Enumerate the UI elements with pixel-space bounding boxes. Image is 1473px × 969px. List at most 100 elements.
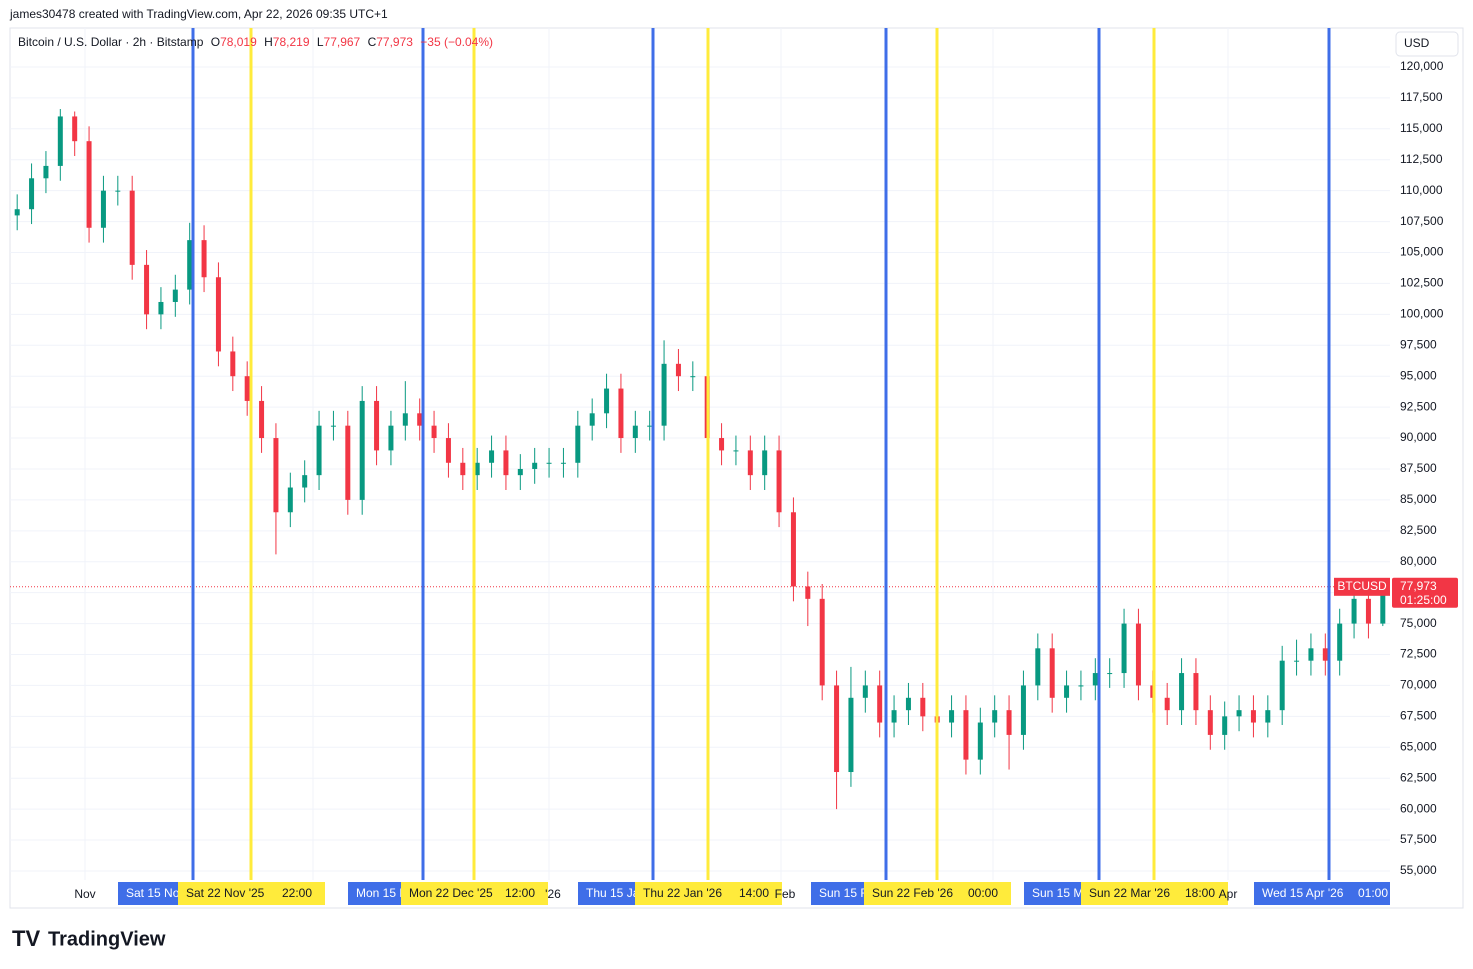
candle-body (230, 351, 236, 377)
y-tick-label: 107,500 (1400, 214, 1444, 228)
candle-body (1092, 673, 1098, 686)
y-tick-label: 117,500 (1400, 90, 1443, 104)
author-line: james30478 created with TradingView.com,… (9, 7, 388, 21)
candle-body (431, 425, 437, 439)
candle-body (86, 141, 92, 228)
candle-body (532, 462, 538, 469)
y-tick-label: 92,500 (1400, 399, 1437, 413)
y-tick-label: 82,500 (1400, 523, 1437, 537)
candle-body (632, 425, 638, 439)
legend-value: 78,019 (220, 35, 257, 49)
candle-body (790, 512, 796, 587)
candle-body (359, 400, 365, 500)
y-tick-label: 120,000 (1400, 59, 1444, 73)
candle-body (503, 450, 509, 476)
candle-body (115, 190, 121, 192)
candle-body (1107, 673, 1113, 675)
candle-body (330, 425, 336, 427)
brand-logo[interactable]: TV TradingView (12, 926, 166, 951)
candle-body (1365, 598, 1371, 624)
y-tick-label: 62,500 (1400, 770, 1437, 784)
y-tick-label: 112,500 (1400, 152, 1443, 166)
candle-body (172, 289, 178, 302)
candle-body (1179, 673, 1185, 711)
candle-body (949, 710, 955, 723)
candle-body (445, 438, 451, 463)
marker-label: Mon 22 Dec '25 (409, 886, 493, 900)
candle-body (1380, 586, 1386, 624)
candle-body (244, 376, 250, 401)
candle-body (72, 116, 78, 142)
candle-body (1337, 623, 1343, 661)
brand-name: TradingView (48, 928, 166, 950)
marker-label-box (178, 882, 325, 905)
candle-body (560, 462, 566, 464)
candle-body (819, 598, 825, 686)
candle-body (963, 710, 969, 760)
y-tick-label: 110,000 (1400, 183, 1443, 197)
candle-body (647, 425, 653, 427)
marker-time: 14:00 (739, 886, 769, 900)
candle-body (129, 190, 135, 265)
candle-body (1064, 685, 1070, 698)
candle-body (546, 462, 552, 464)
y-tick-label: 95,000 (1400, 368, 1437, 382)
candle-body (661, 363, 667, 426)
currency-button[interactable] (1395, 31, 1459, 57)
candle-body (1035, 648, 1041, 686)
symbol-label: BTCUSD (1337, 579, 1387, 593)
candle-body (1308, 648, 1314, 661)
candle-body (675, 363, 681, 377)
candle-body (316, 425, 322, 476)
candle-body (43, 165, 49, 179)
candle-body (287, 487, 293, 513)
y-tick-label: 72,500 (1400, 647, 1437, 661)
marker-time: 22:00 (282, 886, 312, 900)
x-tick-label: Apr (1219, 887, 1238, 901)
candle-body (834, 685, 840, 773)
candle-body (805, 586, 811, 599)
candle-body (618, 388, 624, 439)
marker-time: 01:00 (1358, 886, 1388, 900)
legend-key: C (368, 35, 377, 49)
candle-body (877, 685, 883, 723)
candle-body (1250, 710, 1256, 723)
candle-body (776, 450, 782, 513)
candle-body (589, 413, 595, 426)
countdown-label: 01:25:00 (1400, 593, 1447, 607)
candle-body (862, 685, 868, 698)
candle-body (719, 438, 725, 451)
marker-label-box (401, 882, 548, 905)
candle-body (747, 450, 753, 476)
candle-body (1322, 648, 1328, 661)
candle-body (215, 277, 221, 352)
marker-label-box (864, 882, 1011, 905)
y-tick-label: 60,000 (1400, 801, 1437, 815)
marker-label: Thu 22 Jan '26 (643, 886, 722, 900)
candle-body (158, 301, 164, 315)
candle-body (690, 376, 696, 378)
marker-label: Sun 22 Feb '26 (872, 886, 953, 900)
candle-body (848, 697, 854, 773)
candle-body (1121, 623, 1127, 674)
candle-body (345, 425, 351, 500)
currency[interactable]: USD (1404, 36, 1430, 50)
candle-body (29, 178, 35, 210)
x-tick-label: Feb (775, 887, 796, 901)
candle-body (474, 462, 480, 476)
y-tick-label: 97,500 (1400, 337, 1437, 351)
legend-value: 77,973 (376, 35, 413, 49)
legend-key: O (211, 35, 220, 49)
y-tick-label: 70,000 (1400, 678, 1437, 692)
candle-body (977, 722, 983, 760)
marker-label-box (1081, 882, 1228, 905)
candle-body (489, 450, 495, 463)
candle-body (1049, 648, 1055, 698)
legend-value: 78,219 (273, 35, 310, 49)
y-tick-label: 65,000 (1400, 739, 1437, 753)
marker-label: Sun 22 Mar '26 (1089, 886, 1170, 900)
marker-label: Wed 15 Apr '26 (1262, 886, 1344, 900)
candle-body (1164, 697, 1170, 711)
candle-body (1078, 685, 1084, 687)
